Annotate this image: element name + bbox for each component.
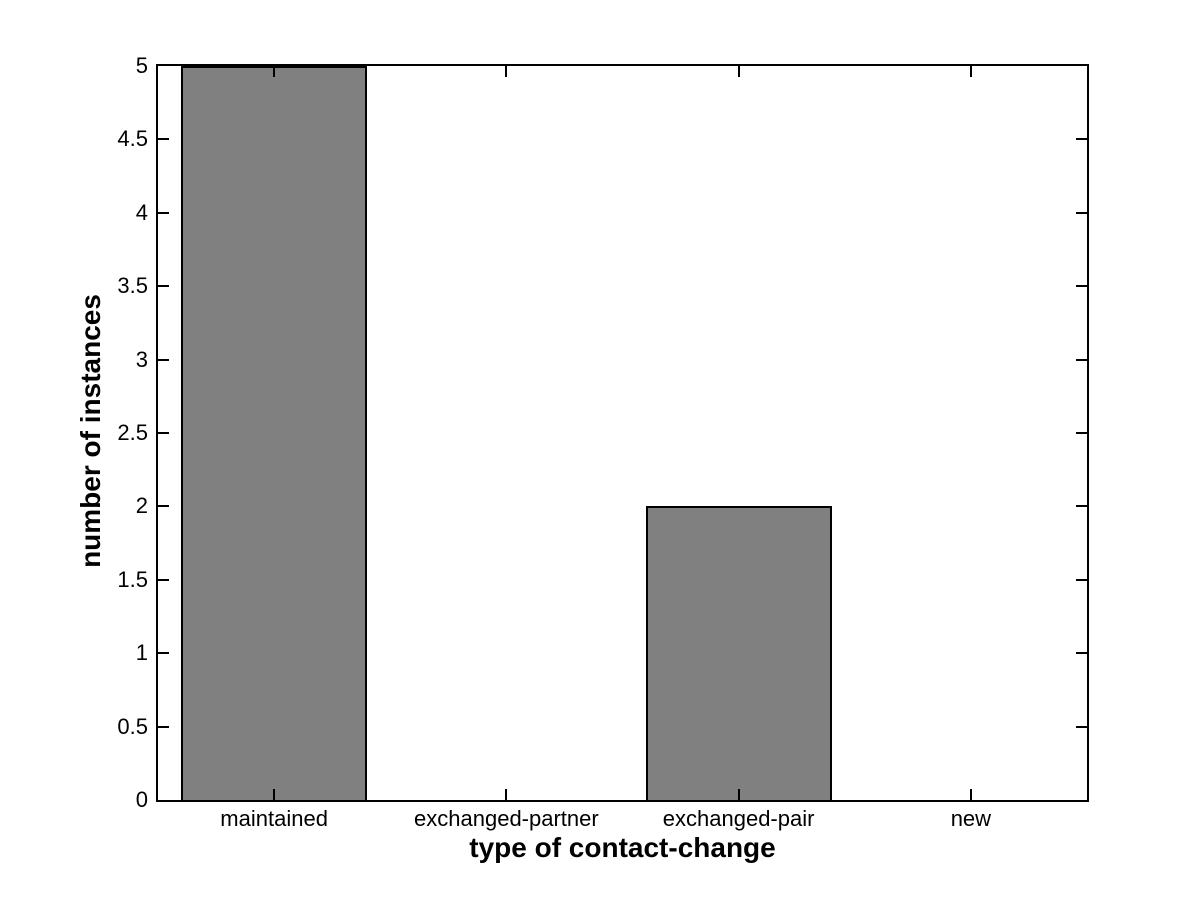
y-tick-left bbox=[158, 578, 169, 581]
y-tick-label: 4.5 bbox=[117, 126, 148, 152]
x-tick-bottom bbox=[505, 789, 508, 800]
y-tick-right bbox=[1076, 432, 1087, 434]
x-tick-top bbox=[505, 66, 508, 77]
plot-area bbox=[156, 64, 1089, 802]
y-tick-left bbox=[158, 211, 169, 214]
x-tick-label: maintained bbox=[220, 806, 328, 831]
y-tick-label: 3 bbox=[135, 346, 148, 372]
bar-exchanged-pair bbox=[645, 506, 832, 800]
y-tick-right bbox=[1076, 358, 1087, 361]
y-tick-left bbox=[158, 358, 169, 361]
y-tick-label: 1.5 bbox=[117, 566, 148, 592]
x-tick-label: new bbox=[950, 806, 992, 831]
y-tick-label: 0.5 bbox=[117, 713, 148, 739]
x-tick-label: exchanged-pair bbox=[662, 806, 815, 831]
y-tick-label: 0 bbox=[135, 787, 148, 812]
y-tick-left bbox=[158, 652, 169, 655]
y-tick-right bbox=[1076, 138, 1087, 141]
x-tick-top bbox=[273, 66, 276, 77]
y-tick-left bbox=[158, 138, 169, 141]
y-tick-label: 2.5 bbox=[117, 420, 148, 445]
y-tick-right bbox=[1076, 578, 1087, 581]
y-tick-label: 3.5 bbox=[117, 273, 148, 299]
x-tick-top bbox=[737, 66, 740, 77]
y-tick-right bbox=[1076, 285, 1087, 288]
y-tick-label: 2 bbox=[135, 493, 148, 519]
y-tick-right bbox=[1076, 211, 1087, 214]
x-tick-bottom bbox=[969, 789, 972, 800]
x-tick-bottom bbox=[273, 789, 276, 800]
x-tick-label: exchanged-partner bbox=[414, 806, 599, 831]
x-tick-bottom bbox=[737, 789, 740, 800]
x-axis-label: type of contact-change bbox=[469, 832, 776, 863]
y-tick-left bbox=[158, 505, 169, 508]
y-tick-left bbox=[158, 432, 169, 434]
y-tick-right bbox=[1076, 652, 1087, 655]
y-tick-right bbox=[1076, 505, 1087, 508]
y-tick-label: 5 bbox=[135, 53, 148, 78]
y-tick-right bbox=[1076, 725, 1087, 728]
y-tick-left bbox=[158, 285, 169, 288]
bar-maintained bbox=[181, 66, 368, 800]
y-tick-left bbox=[158, 725, 169, 728]
x-tick-top bbox=[969, 66, 972, 77]
y-tick-label: 1 bbox=[135, 640, 148, 666]
y-tick-label: 4 bbox=[135, 199, 148, 225]
